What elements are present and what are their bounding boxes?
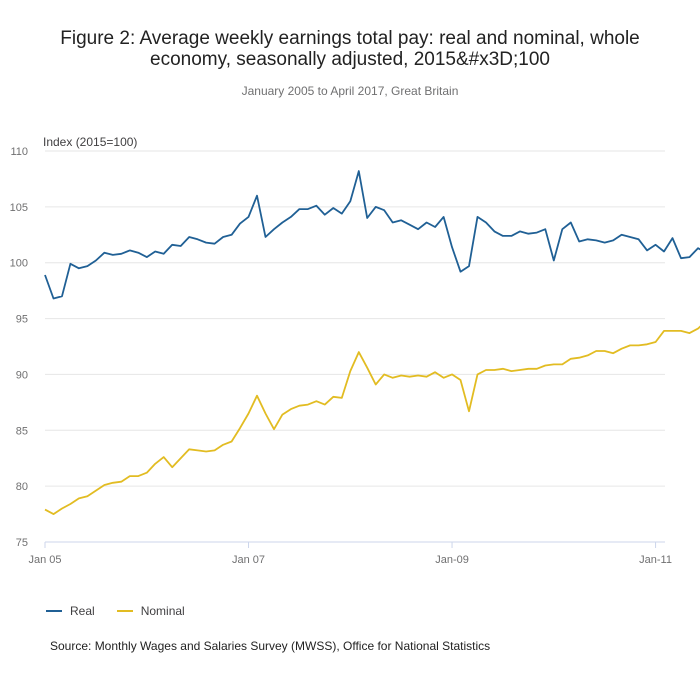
chart-subtitle: January 2005 to April 2017, Great Britai…: [241, 84, 459, 98]
series-line-nominal[interactable]: [44, 218, 700, 515]
y-tick-label: 95: [16, 314, 28, 326]
source-note: Source: Monthly Wages and Salaries Surve…: [50, 639, 491, 653]
x-tick-label: Jan-11: [639, 554, 672, 566]
y-tick-label: 80: [16, 481, 28, 493]
y-axis-ticks: 75 80 85 90 95 100 105 110: [10, 146, 28, 549]
series-line-real[interactable]: [44, 170, 700, 305]
y-tick-label: 75: [16, 537, 28, 549]
legend-item-nominal[interactable]: Nominal: [116, 604, 185, 618]
chart-title: Figure 2: Average weekly earnings total …: [60, 28, 640, 70]
y-tick-label: 100: [10, 258, 28, 270]
series-lines: [44, 170, 700, 515]
legend-swatch-nominal: [116, 610, 133, 612]
y-axis-label: Index (2015=100): [43, 135, 137, 149]
x-tick-label: Jan 05: [28, 554, 61, 566]
y-tick-label: 85: [16, 425, 28, 437]
gridlines: [45, 150, 665, 543]
y-tick-label: 110: [10, 146, 28, 158]
legend-item-real[interactable]: Real: [46, 604, 95, 618]
legend-label-real: Real: [70, 604, 95, 618]
legend-label-nominal: Nominal: [140, 604, 185, 618]
y-tick-label: 90: [16, 369, 28, 381]
x-tick-label: Jan-09: [435, 554, 469, 566]
y-tick-label: 105: [10, 202, 28, 214]
x-tick-label: Jan 07: [232, 554, 265, 566]
legend: Real Nominal: [46, 604, 185, 618]
legend-swatch-real: [46, 610, 62, 612]
